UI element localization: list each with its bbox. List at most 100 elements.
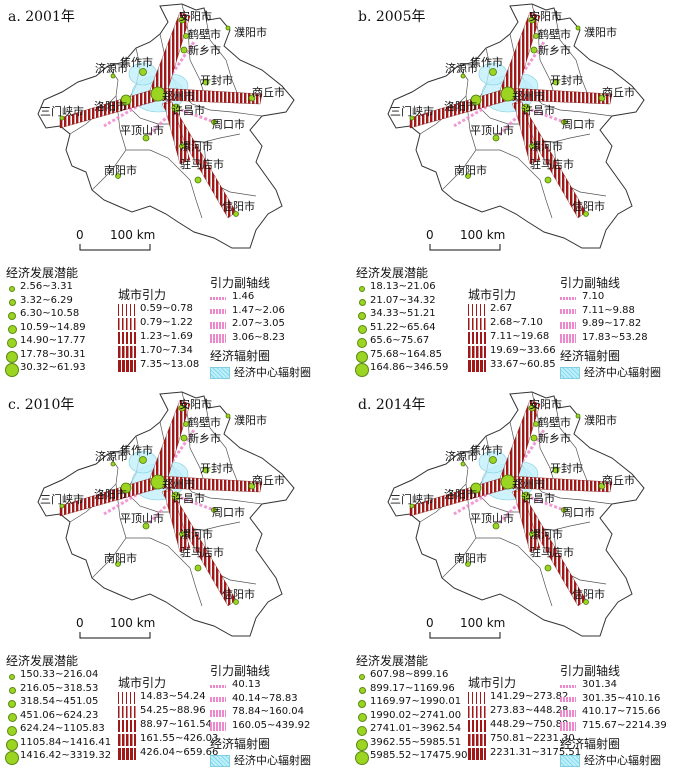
potential-dot-icon (357, 726, 367, 736)
city-label-nanyang: 南阳市 (454, 552, 487, 565)
city-label-kaifeng: 开封市 (200, 74, 233, 87)
sub-axis-legend-item: 9.89~17.82 (560, 318, 641, 332)
potential-dot-icon (9, 286, 15, 292)
gravity-range: 2231.31~3175.51 (490, 747, 582, 758)
legend-potential-title: 经济发展潜能 (6, 654, 79, 668)
potential-legend-item: 1169.97~1990.01 (356, 696, 461, 710)
province-outline (387, 3, 645, 249)
potential-dot-icon (8, 700, 16, 708)
legend-gravity-title: 城市引力 (118, 288, 167, 302)
sub-axis-swatch (560, 697, 576, 702)
potential-range: 17.78~30.31 (20, 348, 86, 360)
province-outline (37, 3, 295, 249)
potential-range: 216.05~318.53 (20, 682, 99, 694)
gravity-range: 2.67 (490, 303, 513, 314)
potential-dot-icon (359, 286, 365, 292)
city-label-nanyang: 南阳市 (454, 164, 487, 177)
gravity-swatch (468, 720, 486, 732)
gravity-legend-item: 426.04~659.66 (118, 747, 218, 761)
legend-sub-axis-title: 引力副轴线 (560, 276, 621, 290)
sub-axis-range: 40.13 (232, 679, 261, 690)
scale-bar (429, 244, 501, 251)
city-label-xinxiang: 新乡市 (538, 44, 571, 57)
potential-list: 150.33~216.04 216.05~318.53 318.54~451.05 4… (5, 669, 111, 765)
potential-range: 3.32~6.29 (20, 294, 73, 306)
sub-axis-swatch (560, 296, 576, 300)
sub-axis-list: 7.10 7.11~9.88 9.89~17.82 17.83~53.28 (560, 291, 648, 346)
city-label-jiyuan: 济源市 (445, 450, 478, 463)
potential-range: 34.33~51.21 (370, 308, 436, 319)
legend-gravity-title: 城市引力 (468, 288, 517, 302)
legend-gravity: 城市引力 141.29~273.82 273.83~448.28 448.29~75… (468, 674, 581, 761)
gravity-legend-item: 33.67~60.85 (468, 359, 556, 373)
gravity-range: 33.67~60.85 (490, 359, 556, 370)
city-label-luoyang: 洛阳市 (444, 488, 477, 501)
scale-bar (79, 632, 151, 639)
gravity-legend-item: 0.59~0.78 (118, 303, 193, 317)
panel-title: c. 2010年 (8, 397, 75, 413)
gravity-range: 7.11~19.68 (490, 331, 550, 342)
legend-sub-axis-title: 引力副轴线 (210, 276, 271, 290)
gravity-legend-item: 2.67 (468, 303, 516, 317)
gravity-range: 750.81~2231.30 (490, 733, 575, 744)
province-outline (37, 391, 295, 637)
radiation-label: 经济中心辐射圈 (584, 366, 661, 379)
potential-range: 10.59~14.89 (20, 321, 86, 333)
city-label-xinyang: 信阳市 (222, 588, 255, 601)
radiation-swatch (210, 755, 230, 767)
city-label-xinxiang: 新乡市 (188, 432, 221, 445)
gravity-swatch (118, 346, 136, 358)
city-label-hebi: 鹤壁市 (188, 416, 221, 429)
potential-legend-item: 6.30~10.58 (6, 308, 79, 322)
potential-dot-icon (8, 687, 16, 694)
city-label-pingdingshan: 平顶山市 (470, 512, 514, 525)
radiation-legend-item: 经济中心辐射圈 (560, 364, 661, 380)
legend-sub-axis: 引力副轴线 301.34 301.35~410.16 410.17~715.66 71… (560, 662, 667, 768)
legend-sub-axis: 引力副轴线 1.46 1.47~2.06 2.07~3.05 3.06~8.23 经济… (210, 274, 311, 380)
potential-range: 1990.02~2741.00 (370, 709, 462, 721)
map-panel-1: a. 2001年 安阳市 濮阳市 鹤壁市 新乡市 焦作市 济源市 开封市 商丘市… (0, 0, 350, 388)
city-label-luohe: 漯河市 (180, 140, 213, 153)
gravity-swatch (118, 304, 136, 316)
city-nodes (59, 16, 256, 217)
legend-radiation-title: 经济辐射圈 (210, 349, 271, 363)
city-label-anyang: 安阳市 (179, 398, 212, 411)
gravity-swatch (118, 720, 136, 732)
panel-title: b. 2005年 (358, 9, 426, 25)
sub-axis-legend-item: 17.83~53.28 (560, 332, 648, 346)
scale-distance: 100 km (110, 228, 156, 242)
city-label-kaifeng: 开封市 (200, 462, 233, 475)
city-label-xuchang: 许昌市 (522, 104, 555, 117)
sub-axis-legend-item: 301.35~410.16 (560, 693, 660, 707)
sub-axis-legend-item: 2.07~3.05 (210, 318, 285, 332)
gravity-list: 2.67 2.68~7.10 7.11~19.68 19.69~33.66 33.67~… (468, 303, 556, 373)
potential-dot-icon (9, 674, 15, 680)
city-label-zhoukou: 周口市 (212, 118, 245, 131)
scale-distance: 100 km (460, 228, 506, 242)
city-label-sanmenxia: 三门峡市 (390, 493, 434, 506)
potential-dot-icon (355, 363, 369, 377)
sub-axis-list: 40.13 40.14~78.83 78.84~160.04 160.05~439.9… (210, 679, 310, 733)
sub-axis-legend-item: 7.11~9.88 (560, 305, 635, 319)
potential-range: 14.90~17.77 (20, 335, 86, 346)
gravity-range: 14.83~54.24 (140, 691, 206, 702)
sub-axis-swatch (210, 722, 226, 731)
gravity-swatch (118, 332, 136, 344)
sub-axis-swatch (560, 684, 576, 688)
henan-map (37, 391, 295, 639)
legend-potential: 经济发展潜能 18.13~21.06 21.07~34.32 34.33~51.21… (355, 264, 448, 377)
city-label-xuchang: 许昌市 (172, 104, 205, 117)
potential-range: 899.17~1169.96 (370, 682, 455, 694)
radiation-label: 经济中心辐射圈 (234, 754, 311, 767)
potential-dot-icon (6, 738, 18, 751)
potential-dot-icon (356, 738, 368, 751)
sub-axis-swatch (560, 722, 576, 731)
potential-legend-item: 30.32~61.93 (5, 362, 86, 377)
sub-axis-range: 715.67~2214.39 (582, 719, 667, 731)
city-label-shangqiu: 商丘市 (252, 86, 285, 99)
potential-range: 21.07~34.32 (370, 294, 436, 306)
sub-axis-legend-item: 410.17~715.66 (560, 706, 660, 720)
sub-axis-range: 1.47~2.06 (232, 304, 285, 316)
legend-gravity-title: 城市引力 (468, 676, 517, 690)
city-label-jiaozuo: 焦作市 (120, 56, 153, 69)
